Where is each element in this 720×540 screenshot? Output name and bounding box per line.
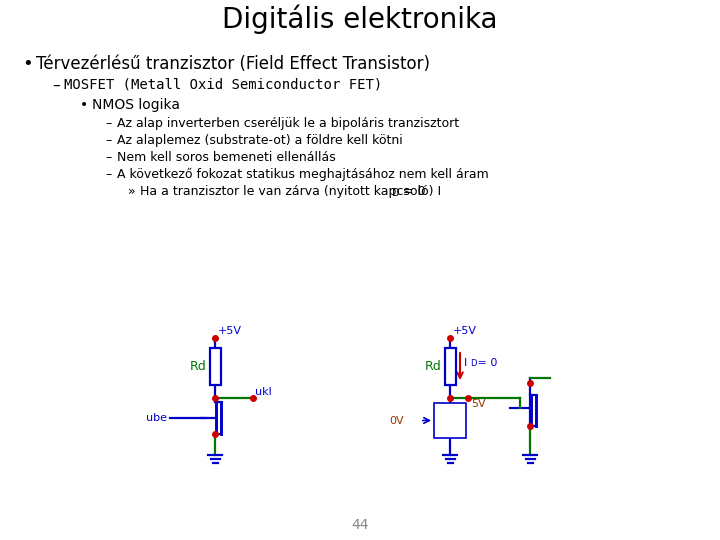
Text: Nem kell soros bemeneti ellenállás: Nem kell soros bemeneti ellenállás bbox=[117, 151, 336, 164]
Text: Az alaplemez (substrate-ot) a földre kell kötni: Az alaplemez (substrate-ot) a földre kel… bbox=[117, 134, 402, 147]
Text: »: » bbox=[128, 185, 135, 198]
Text: –: – bbox=[105, 117, 112, 130]
Text: D: D bbox=[470, 359, 477, 368]
Text: Rd: Rd bbox=[425, 360, 441, 373]
Text: –: – bbox=[52, 78, 60, 93]
Bar bbox=[434, 403, 466, 438]
Text: Digitális elektronika: Digitális elektronika bbox=[222, 5, 498, 35]
Text: MOSFET (Metall Oxid Semiconductor FET): MOSFET (Metall Oxid Semiconductor FET) bbox=[64, 78, 382, 92]
Text: –: – bbox=[105, 168, 112, 181]
Text: = 0: = 0 bbox=[474, 359, 498, 368]
Bar bbox=[210, 348, 220, 385]
Text: ube: ube bbox=[146, 413, 167, 423]
Text: Rd: Rd bbox=[190, 360, 207, 373]
Text: 5V: 5V bbox=[471, 399, 485, 409]
Bar bbox=[444, 348, 456, 385]
Text: –: – bbox=[105, 134, 112, 147]
Text: 0V: 0V bbox=[390, 415, 404, 426]
Text: Térvezérlésű tranzisztor (Field Effect Transistor): Térvezérlésű tranzisztor (Field Effect T… bbox=[36, 55, 430, 73]
Text: I: I bbox=[464, 359, 467, 368]
Text: +5V: +5V bbox=[218, 326, 242, 336]
Text: Az alap inverterben cseréljük le a bipoláris tranzisztort: Az alap inverterben cseréljük le a bipol… bbox=[117, 117, 459, 130]
Text: –: – bbox=[105, 151, 112, 164]
Text: NMOS logika: NMOS logika bbox=[92, 98, 180, 112]
Text: •: • bbox=[22, 55, 32, 73]
Text: •: • bbox=[80, 98, 89, 112]
Text: +5V: +5V bbox=[453, 326, 477, 336]
Text: 44: 44 bbox=[351, 518, 369, 532]
Text: D: D bbox=[392, 188, 400, 198]
Text: = 0: = 0 bbox=[399, 185, 426, 198]
Text: Ha a tranzisztor le van zárva (nyitott kapcsoló) I: Ha a tranzisztor le van zárva (nyitott k… bbox=[140, 185, 441, 198]
Text: ukl: ukl bbox=[255, 387, 271, 397]
Text: A következő fokozat statikus meghajtásához nem kell áram: A következő fokozat statikus meghajtásáh… bbox=[117, 168, 489, 181]
